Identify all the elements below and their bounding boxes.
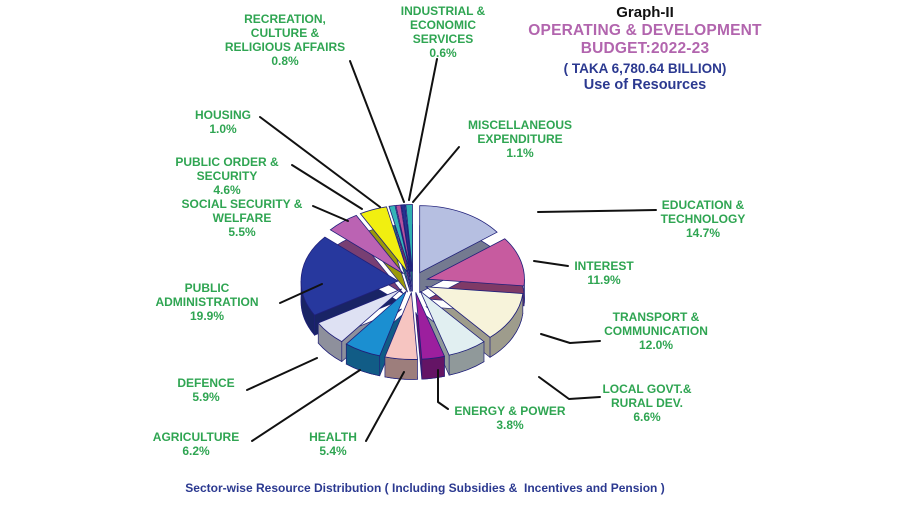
- leader-line-housing: [259, 116, 381, 208]
- sector-percentage: 5.9%: [192, 390, 220, 405]
- leader-line-defence: [246, 357, 318, 391]
- sector-label-line: WELFARE: [212, 211, 272, 226]
- sector-percentage: 0.8%: [271, 54, 299, 69]
- leader-line-miscellaneous-expenditure: [412, 146, 460, 203]
- sector-label-line: SOCIAL SECURITY &: [181, 197, 303, 211]
- leader-line-local-govt-rural-dev: [538, 376, 601, 400]
- pie-slice-education-technology: [419, 205, 498, 274]
- sector-label-line: TECHNOLOGY: [660, 212, 746, 227]
- sector-label-public-administration: PUBLIC ADMINISTRATION 19.9%: [155, 281, 258, 323]
- leader-line-public-administration: [279, 283, 323, 304]
- sector-label-line: RELIGIOUS AFFAIRS: [224, 40, 346, 55]
- pie-slice-health: [384, 292, 418, 360]
- leader-line-agriculture: [251, 369, 361, 442]
- sector-label-line: CULTURE &: [250, 26, 320, 41]
- sector-percentage: 12.0%: [638, 338, 674, 353]
- chart-title-block: Graph-II OPERATING & DEVELOPMENT BUDGET:…: [505, 4, 785, 94]
- sector-label-line: EXPENDITURE: [477, 132, 563, 147]
- sector-label-line: ENERGY & POWER: [454, 404, 566, 418]
- pie-slice-energy-power-rim: [421, 355, 445, 380]
- chart-title-line1: OPERATING & DEVELOPMENT: [528, 22, 762, 40]
- sector-label-defence: DEFENCE 5.9%: [177, 376, 234, 404]
- sector-label-local-govt-rural-dev: LOCAL GOVT.& RURAL DEV. 6.6%: [602, 382, 691, 424]
- sector-label-line: RECREATION,: [244, 12, 326, 26]
- sector-label-housing: HOUSING 1.0%: [195, 108, 251, 136]
- sector-label-line: RURAL DEV.: [610, 396, 684, 411]
- sector-label-education-technology: EDUCATION & TECHNOLOGY 14.7%: [661, 198, 746, 240]
- chart-title-line2: BUDGET:2022-23: [580, 40, 710, 58]
- sector-label-line: TRANSPORT &: [612, 310, 700, 324]
- sector-percentage: 0.6%: [429, 46, 457, 61]
- sector-percentage: 1.0%: [209, 122, 237, 137]
- sector-label-line: MISCELLANEOUS: [467, 118, 573, 132]
- sector-label-line: INDUSTRIAL &: [400, 4, 486, 18]
- sector-label-transport-communication: TRANSPORT & COMMUNICATION 12.0%: [604, 310, 708, 352]
- pie-slice-local-govt-rural-dev: [419, 290, 485, 356]
- leader-line-public-order-security: [291, 164, 363, 210]
- sector-percentage: 19.9%: [189, 309, 225, 324]
- leader-line-recreation-culture-religious-affairs: [349, 60, 405, 203]
- sector-label-miscellaneous-expenditure: MISCELLANEOUS EXPENDITURE 1.1%: [468, 118, 572, 160]
- sector-label-line: PUBLIC: [184, 281, 230, 295]
- sector-percentage: 5.4%: [319, 444, 347, 459]
- sector-label-line: COMMUNICATION: [604, 324, 708, 339]
- pie-slice-interest: [426, 238, 525, 287]
- sector-percentage: 3.8%: [496, 418, 524, 433]
- sector-label-line: HOUSING: [194, 108, 252, 122]
- sector-label-health: HEALTH 5.4%: [309, 430, 357, 458]
- pie-slice-recreation-culture-religious-affairs: [395, 204, 412, 272]
- sector-label-recreation-culture-religious-affairs: RECREATION, CULTURE & RELIGIOUS AFFAIRS 0.8…: [225, 12, 345, 69]
- pie-slice-industrial-economic-services: [400, 204, 413, 272]
- sector-label-interest: INTEREST 11.9%: [574, 259, 633, 287]
- leader-line-transport-communication: [540, 333, 601, 344]
- pie-slice-social-security-welfare: [329, 214, 404, 275]
- sector-percentage: 14.7%: [685, 226, 721, 241]
- sector-percentage: 6.2%: [182, 444, 210, 459]
- sector-label-line: LOCAL GOVT.&: [602, 382, 692, 396]
- sector-percentage: 1.1%: [506, 146, 534, 161]
- sector-label-line: DEFENCE: [177, 376, 235, 390]
- sector-label-line: ECONOMIC: [409, 18, 476, 33]
- pie-slice-miscellaneous-expenditure: [405, 204, 413, 272]
- sector-label-line: ADMINISTRATION: [155, 295, 259, 310]
- leader-line-energy-power: [437, 369, 449, 410]
- leader-line-health: [365, 371, 405, 442]
- sector-label-line: EDUCATION &: [661, 198, 745, 212]
- graph-number-label: Graph-II: [616, 4, 674, 21]
- sector-label-energy-power: ENERGY & POWER 3.8%: [454, 404, 565, 432]
- sector-percentage: 5.5%: [228, 225, 256, 240]
- sector-percentage: 11.9%: [587, 273, 621, 288]
- sector-label-social-security-welfare: SOCIAL SECURITY & WELFARE 5.5%: [182, 197, 303, 239]
- sector-percentage: 6.6%: [633, 410, 661, 425]
- pie-slice-public-order-security: [359, 206, 409, 273]
- pie-slice-public-administration: [300, 236, 399, 316]
- sector-label-line: HEALTH: [309, 430, 357, 444]
- sector-label-agriculture: AGRICULTURE 6.2%: [153, 430, 239, 458]
- leader-line-social-security-welfare: [312, 205, 349, 222]
- pie-slice-transport-communication: [425, 286, 524, 338]
- sector-label-line: AGRICULTURE: [152, 430, 240, 444]
- chart-caption: Sector-wise Resource Distribution ( Incl…: [185, 481, 665, 495]
- leader-line-interest: [533, 260, 569, 267]
- sector-label-line: SECURITY: [196, 169, 258, 184]
- pie-slice-energy-power: [415, 292, 446, 360]
- budget-amount: ( TAKA 6,780.64 BILLION): [563, 60, 727, 76]
- leader-line-education-technology: [537, 209, 657, 213]
- sector-label-industrial-economic-services: INDUSTRIAL & ECONOMIC SERVICES 0.6%: [401, 4, 485, 61]
- pie-slice-agriculture: [345, 291, 407, 357]
- leader-line-industrial-economic-services: [408, 58, 438, 201]
- sector-percentage: 4.6%: [213, 183, 241, 198]
- use-of-resources-label: Use of Resources: [583, 77, 707, 94]
- pie-slice-defence: [317, 288, 402, 343]
- sector-label-line: PUBLIC ORDER &: [175, 155, 279, 169]
- sector-label-public-order-security: PUBLIC ORDER & SECURITY 4.6%: [175, 155, 278, 197]
- sector-label-line: SERVICES: [412, 32, 474, 47]
- sector-label-line: INTEREST: [574, 259, 634, 273]
- pie-slice-housing: [388, 205, 411, 272]
